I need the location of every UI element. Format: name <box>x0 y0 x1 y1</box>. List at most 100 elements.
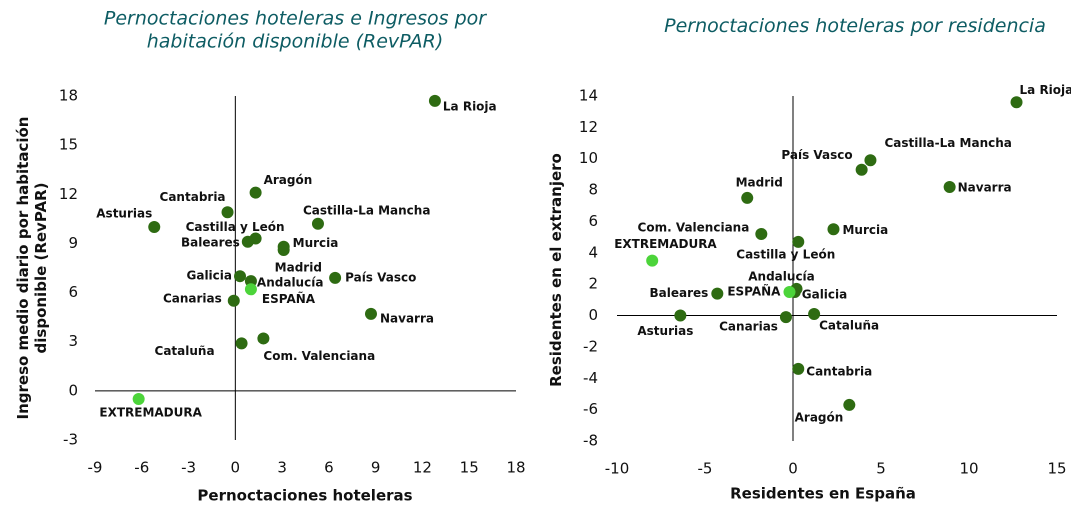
point-label: Cantabria <box>160 190 226 204</box>
point <box>227 294 240 307</box>
point <box>674 309 687 322</box>
point <box>755 228 768 240</box>
point <box>329 271 342 284</box>
y-tick-label: -2 <box>583 337 598 355</box>
x-tick-label: -10 <box>605 460 630 478</box>
point-label: Murcia <box>293 236 339 250</box>
point <box>855 163 868 176</box>
point <box>364 307 377 320</box>
y-tick-label: -3 <box>63 431 78 449</box>
chart-title: Pernoctaciones hoteleras por residencia <box>664 15 1046 37</box>
point <box>249 186 262 199</box>
point-label: ESPAÑA <box>727 284 781 299</box>
point <box>792 235 805 248</box>
point <box>244 283 257 296</box>
y-tick-label: 4 <box>588 243 598 261</box>
y-tick-label: 8 <box>588 181 598 199</box>
point-label: Asturias <box>96 207 152 221</box>
point-label: Madrid <box>275 260 322 274</box>
x-tick-label: 10 <box>959 460 978 478</box>
x-tick-label: -3 <box>181 459 196 477</box>
x-tick-label: 9 <box>371 459 381 477</box>
y-axis-label: Residentes en el extranjero <box>547 153 565 387</box>
point <box>864 154 877 167</box>
chart-title: Pernoctaciones hoteleras e Ingresos por h… <box>104 7 487 52</box>
point <box>1010 96 1023 109</box>
point-label: Galicia <box>802 288 848 302</box>
point-label: Cataluña <box>819 318 879 332</box>
point-label: País Vasco <box>781 148 852 162</box>
x-tick-label: 12 <box>413 459 432 477</box>
point-label: País Vasco <box>345 270 416 284</box>
point <box>808 307 821 320</box>
y-tick-label: 15 <box>59 136 78 154</box>
point <box>241 235 254 248</box>
y-tick-label: 12 <box>59 185 78 203</box>
point-label: Andalucía <box>257 276 324 290</box>
point <box>221 206 234 219</box>
point-label: Galicia <box>187 269 233 283</box>
point <box>234 270 247 283</box>
x-tick-label: 0 <box>788 460 798 478</box>
x-tick-label: 5 <box>876 460 886 478</box>
point-label: Castilla y León <box>186 220 285 234</box>
x-tick-label: -9 <box>88 459 103 477</box>
point <box>827 223 840 236</box>
point <box>646 254 659 267</box>
point-label: Andalucía <box>748 269 815 283</box>
y-tick-label: 0 <box>588 306 598 324</box>
x-tick-label: -5 <box>698 460 713 478</box>
y-tick-label: 9 <box>68 234 78 252</box>
point-label: Murcia <box>842 223 888 237</box>
y-tick-label: 3 <box>68 332 78 350</box>
point-label: Castilla-La Mancha <box>303 203 430 217</box>
point-label: Baleares <box>181 235 240 249</box>
point-label: Com. Valenciana <box>638 221 750 235</box>
point-label: EXTREMADURA <box>99 406 202 420</box>
y-tick-label: 2 <box>588 275 598 293</box>
point-label: EXTREMADURA <box>614 237 717 251</box>
point-label: Madrid <box>736 175 783 189</box>
point-label: Canarias <box>163 291 222 305</box>
x-tick-label: 0 <box>231 459 241 477</box>
x-axis-label: Pernoctaciones hoteleras <box>197 487 412 505</box>
y-tick-label: 6 <box>588 212 598 230</box>
point-label: Asturias <box>637 324 693 338</box>
y-tick-label: -8 <box>583 432 598 450</box>
point <box>235 337 248 350</box>
point-label: Aragón <box>264 173 313 187</box>
point-label: Com. Valenciana <box>263 349 375 363</box>
y-tick-label: 18 <box>59 87 78 105</box>
x-tick-label: 3 <box>277 459 287 477</box>
point <box>843 398 856 411</box>
point-label: Cantabria <box>806 364 872 378</box>
point-label: La Rioja <box>443 99 497 113</box>
point-label: Castilla y León <box>736 247 835 261</box>
x-tick-label: 18 <box>506 459 525 477</box>
x-tick-label: 15 <box>460 459 479 477</box>
point <box>711 287 724 300</box>
x-tick-label: -6 <box>134 459 149 477</box>
point <box>257 332 270 345</box>
point-label: Navarra <box>958 180 1012 194</box>
y-tick-label: -6 <box>583 400 598 418</box>
point <box>741 191 754 204</box>
point-label: La Rioja <box>1020 83 1071 97</box>
y-tick-label: 6 <box>68 283 78 301</box>
point <box>132 393 145 406</box>
point-label: Baleares <box>650 286 709 300</box>
point <box>311 217 324 230</box>
y-axis-label: Ingreso medio diario por habitacióndispo… <box>14 117 50 420</box>
point <box>792 362 805 375</box>
point <box>428 94 441 107</box>
y-tick-label: 10 <box>579 149 598 167</box>
point-label: Aragón <box>795 410 844 424</box>
point <box>148 221 161 234</box>
point-label: Castilla-La Mancha <box>884 136 1011 150</box>
x-tick-label: 6 <box>324 459 334 477</box>
point <box>779 311 792 324</box>
y-tick-label: 14 <box>579 87 598 105</box>
point <box>783 286 796 299</box>
point-label: Cataluña <box>155 344 215 358</box>
